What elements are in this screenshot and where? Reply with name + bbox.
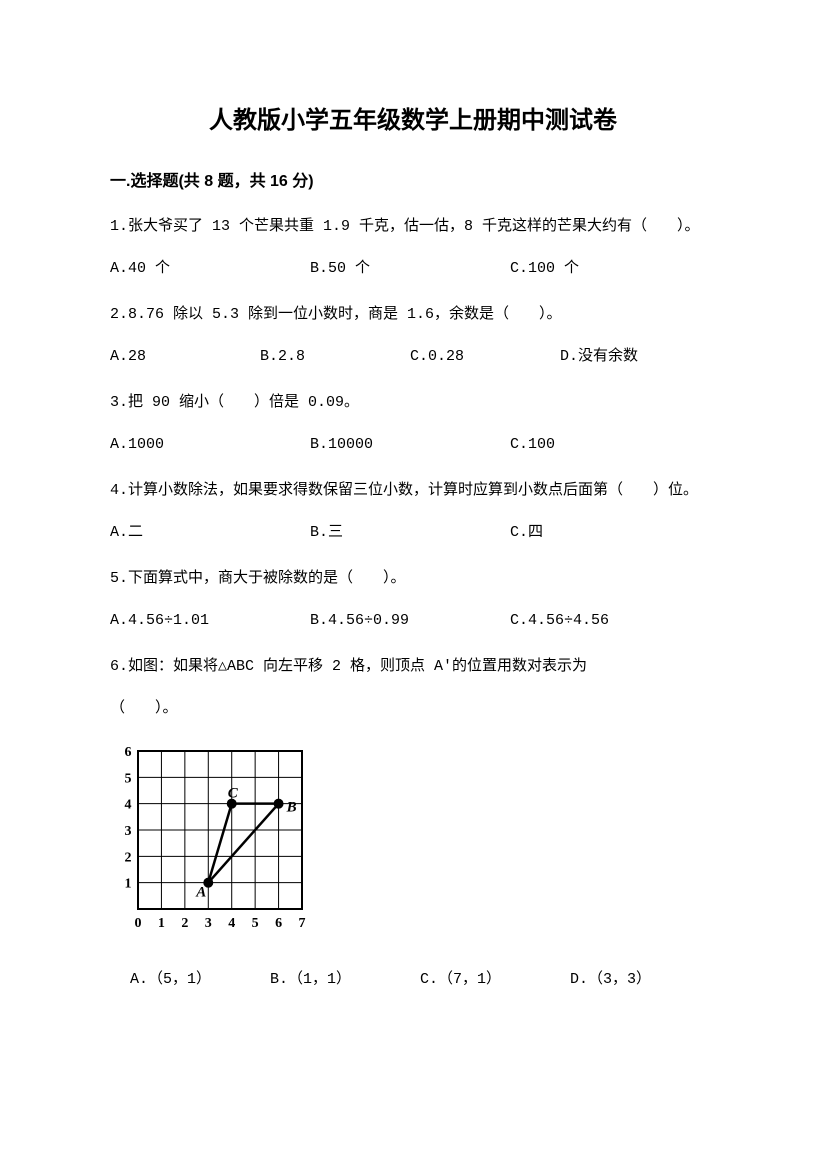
svg-text:1: 1 [158, 916, 165, 931]
q6-option-a: A.（5，1） [130, 968, 270, 992]
svg-text:A: A [195, 885, 206, 901]
svg-text:2: 2 [181, 916, 188, 931]
svg-text:5: 5 [125, 771, 132, 786]
q6-option-d: D.（3，3） [570, 968, 651, 992]
q6-option-b: B.（1，1） [270, 968, 420, 992]
triangle-grid-chart: A B C 0 1 2 3 4 5 6 7 1 2 3 4 5 6 [110, 743, 716, 938]
q1-options: A.40 个 B.50 个 C.100 个 [110, 257, 716, 281]
svg-text:C: C [228, 786, 239, 802]
q6-option-c: C.（7，1） [420, 968, 570, 992]
svg-text:2: 2 [125, 850, 132, 865]
q2-option-c: C.0.28 [410, 345, 560, 369]
svg-text:3: 3 [205, 916, 212, 931]
q1-option-a: A.40 个 [110, 257, 310, 281]
svg-text:B: B [286, 800, 297, 816]
q4-option-a: A.二 [110, 521, 310, 545]
q2-options: A.28 B.2.8 C.0.28 D.没有余数 [110, 345, 716, 369]
q5-option-c: C.4.56÷4.56 [510, 609, 609, 633]
svg-text:6: 6 [125, 745, 132, 760]
q6-options: A.（5，1） B.（1，1） C.（7，1） D.（3，3） [110, 968, 716, 992]
q3-option-b: B.10000 [310, 433, 510, 457]
q5-options: A.4.56÷1.01 B.4.56÷0.99 C.4.56÷4.56 [110, 609, 716, 633]
page-title: 人教版小学五年级数学上册期中测试卷 [110, 100, 716, 135]
q3-option-a: A.1000 [110, 433, 310, 457]
q2-option-b: B.2.8 [260, 345, 410, 369]
svg-text:7: 7 [299, 916, 306, 931]
question-6-line1: 6.如图：如果将△ABC 向左平移 2 格，则顶点 A′的位置用数对表示为 [110, 655, 716, 679]
question-6-line2: （ ）。 [110, 697, 716, 721]
svg-text:4: 4 [228, 916, 235, 931]
q2-option-d: D.没有余数 [560, 345, 638, 369]
question-5: 5.下面算式中，商大于被除数的是（ ）。 [110, 567, 716, 591]
q1-option-c: C.100 个 [510, 257, 579, 281]
svg-text:3: 3 [125, 824, 132, 839]
svg-text:6: 6 [275, 916, 282, 931]
q4-option-c: C.四 [510, 521, 543, 545]
q5-option-b: B.4.56÷0.99 [310, 609, 510, 633]
q3-option-c: C.100 [510, 433, 555, 457]
section-header-1: 一.选择题(共 8 题，共 16 分) [110, 167, 716, 191]
q5-option-a: A.4.56÷1.01 [110, 609, 310, 633]
q1-option-b: B.50 个 [310, 257, 510, 281]
svg-text:0: 0 [135, 916, 142, 931]
svg-text:5: 5 [252, 916, 259, 931]
question-3: 3.把 90 缩小（ ）倍是 0.09。 [110, 391, 716, 415]
q4-options: A.二 B.三 C.四 [110, 521, 716, 545]
question-4: 4.计算小数除法，如果要求得数保留三位小数，计算时应算到小数点后面第（ ）位。 [110, 479, 716, 503]
question-1: 1.张大爷买了 13 个芒果共重 1.9 千克，估一估，8 千克这样的芒果大约有… [110, 215, 716, 239]
q4-option-b: B.三 [310, 521, 510, 545]
question-2: 2.8.76 除以 5.3 除到一位小数时，商是 1.6，余数是（ ）。 [110, 303, 716, 327]
q3-options: A.1000 B.10000 C.100 [110, 433, 716, 457]
svg-text:4: 4 [125, 798, 132, 813]
q2-option-a: A.28 [110, 345, 260, 369]
svg-text:1: 1 [125, 877, 132, 892]
